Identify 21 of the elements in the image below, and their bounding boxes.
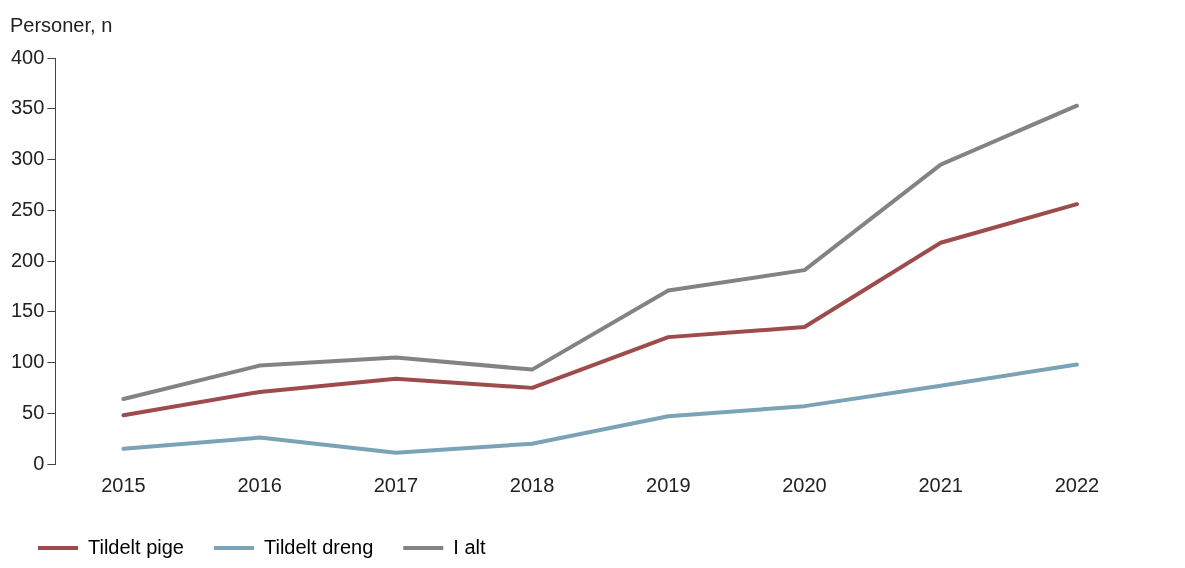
y-tick-label: 350 — [10, 96, 45, 119]
y-tick-label: 0 — [33, 451, 45, 474]
y-tick-label: 250 — [10, 197, 45, 220]
x-tick-label: 2018 — [509, 473, 555, 496]
y-tick-label: 400 — [10, 45, 45, 68]
y-tick-label: 50 — [22, 400, 45, 423]
x-tick-label: 2020 — [782, 473, 827, 496]
legend-label: Tildelt pige — [88, 535, 184, 558]
y-axis-title: Personer, n — [10, 14, 113, 37]
x-tick-label: 2021 — [918, 473, 963, 496]
legend-label: I alt — [453, 535, 486, 558]
x-tick-label: 2019 — [646, 473, 691, 496]
y-tick-label: 300 — [10, 147, 45, 170]
x-tick-label: 2022 — [1054, 473, 1100, 496]
x-tick-label: 2016 — [237, 473, 282, 496]
x-tick-label: 2017 — [373, 473, 419, 496]
y-tick-label: 100 — [10, 350, 45, 373]
y-tick-label: 150 — [10, 299, 45, 322]
legend-label: Tildelt dreng — [263, 535, 374, 558]
y-tick-label: 200 — [10, 248, 45, 271]
x-tick-label: 2015 — [101, 473, 146, 496]
